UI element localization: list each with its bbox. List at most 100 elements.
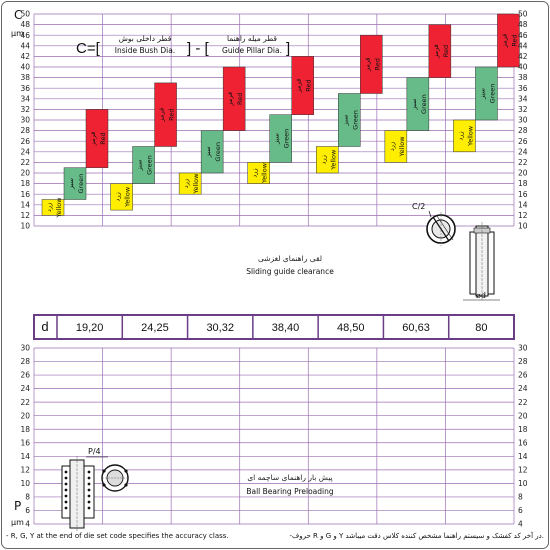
bar-label-en: Yellow	[192, 173, 200, 195]
y-tick-label: 22	[20, 158, 30, 167]
y-tick-label: 40	[20, 63, 30, 72]
d-row-value: 48,50	[337, 322, 365, 334]
bar-label-fa: قرمز	[432, 44, 440, 59]
formula-bush-en: Inside Bush Dia.	[115, 46, 176, 55]
bar-label-en: Green	[77, 174, 85, 194]
bar-label-fa: زرد	[182, 179, 190, 188]
preloading-y-ticks-left: 4 6 8 10 12 14 16 18 20 22 24 26 28 30	[20, 344, 30, 529]
bar-green-6	[406, 77, 430, 131]
y-tick-label: 20	[518, 411, 528, 420]
y-tick-label: 26	[20, 371, 30, 380]
y-tick-label: 14	[518, 452, 528, 461]
guide-pillar-diagram: C/2 ⌀d	[412, 202, 500, 301]
y-tick-label: 28	[20, 357, 30, 366]
y-tick-label: 36	[20, 84, 30, 93]
y-tick-label: 38	[20, 73, 30, 82]
bar-label-fa: قرمز	[89, 132, 97, 147]
bar-green-2	[132, 146, 155, 184]
bar-label-en: Red	[236, 93, 244, 105]
bar-label-en: Red	[168, 109, 176, 121]
bar-yellow-4	[247, 162, 270, 184]
y-tick-label: 38	[518, 73, 528, 82]
y-tick-label: 28	[518, 357, 528, 366]
bar-label-fa: سبز	[273, 133, 281, 145]
y-tick-label: 30	[20, 116, 30, 125]
bar-red-3	[222, 66, 246, 131]
preloading-title-fa: پیش بار راهنمای ساچمه ای	[247, 473, 332, 482]
bar-label-en: Green	[146, 155, 154, 175]
y-tick-label: 28	[20, 126, 30, 135]
y-tick-label: 18	[20, 425, 30, 434]
bar-label-fa: زرد	[114, 192, 122, 201]
clearance-y-ticks-left: 1012141618202224262830323436384042444648…	[20, 10, 30, 231]
bar-yellow-1	[41, 199, 65, 216]
d-row-value: 30,32	[206, 322, 234, 334]
y-tick-label: 14	[20, 452, 30, 461]
bar-label-en: Green	[283, 129, 291, 149]
preloading-y-label: P	[14, 499, 21, 513]
bar-label-fa: زرد	[251, 168, 259, 177]
bar-label-en: Yellow	[261, 162, 269, 184]
preloading-title: Ball Bearing Preloading	[246, 487, 334, 496]
clearance-title: Sliding guide clearance	[246, 267, 334, 276]
bar-label-fa: سبز	[478, 88, 486, 100]
y-tick-label: 6	[25, 506, 30, 515]
y-tick-label: 46	[20, 31, 30, 40]
bar-green-7	[475, 66, 498, 121]
y-tick-label: 16	[518, 438, 528, 447]
bar-yellow-3	[178, 172, 202, 195]
footnote-en: - R, G, Y at the end of die set code spe…	[6, 532, 229, 540]
y-tick-label: 6	[518, 506, 523, 515]
y-tick-label: 14	[518, 200, 528, 209]
y-tick-label: 50	[20, 10, 30, 19]
y-tick-label: 24	[20, 384, 30, 393]
y-tick-label: 44	[518, 41, 528, 50]
bar-label-en: Yellow	[124, 186, 132, 208]
y-tick-label: 10	[20, 222, 30, 231]
bar-label-en: Red	[99, 132, 107, 144]
bar-yellow-7	[453, 119, 476, 153]
clearance-y-ticks-right: 1012141618202224262830323436384042444648…	[518, 10, 528, 231]
y-tick-label: 32	[518, 105, 528, 114]
y-tick-label: 40	[518, 63, 528, 72]
y-tick-label: 48	[518, 20, 528, 29]
bar-yellow-5	[316, 146, 339, 174]
y-tick-label: 26	[20, 137, 30, 146]
y-tick-label: 22	[518, 158, 528, 167]
y-tick-label: 18	[518, 425, 528, 434]
bar-green-3	[200, 130, 224, 174]
bar-label-en: Yellow	[398, 136, 406, 158]
y-tick-label: 22	[20, 398, 30, 407]
y-tick-label: 24	[518, 384, 528, 393]
bar-label-en: Yellow	[466, 125, 474, 147]
bar-green-4	[269, 114, 292, 163]
preloading-y-ticks-right: 4 6 8 10 12 14 16 18 20 22 24 26 28 30	[518, 344, 528, 529]
y-tick-label: 4	[25, 520, 30, 529]
y-tick-label: 20	[20, 169, 30, 178]
y-tick-label: 12	[518, 211, 528, 220]
bar-red-7	[497, 13, 520, 68]
preloading-y-unit: µm	[11, 518, 24, 527]
formula: C=[ قطر داخلی بوش Inside Bush Dia. ] - […	[76, 34, 290, 57]
y-tick-label: 12	[20, 211, 30, 220]
d-row-value: 60,63	[402, 322, 430, 334]
bar-yellow-6	[384, 130, 408, 163]
formula-middle: ] - [	[187, 40, 209, 57]
bar-label-fa: قرمز	[226, 92, 234, 107]
y-tick-label: 32	[20, 105, 30, 114]
